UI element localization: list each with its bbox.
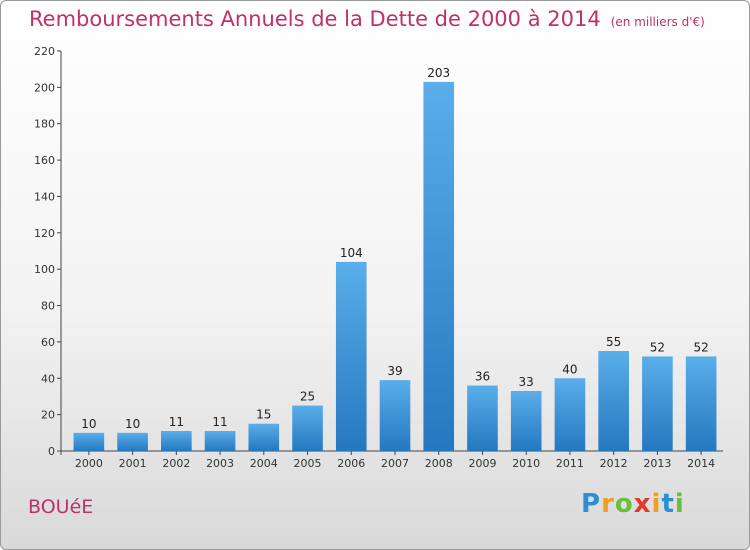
bar [335,261,367,451]
title-text: Remboursements Annuels de la Dette de 20… [29,7,601,31]
bar [423,81,455,451]
labels: 10 2000 10 2001 11 2002 11 2003 15 2004 25 2005 104 2… [75,66,715,470]
logo-letter: i [674,489,685,519]
bar-value-label: 11 [169,415,184,429]
chart-subtitle: (en milliers d'€) [610,15,705,29]
x-tick-label: 2002 [162,457,190,470]
bar-value-label: 40 [562,362,577,376]
x-tick-label: 2009 [468,457,496,470]
x-tick-label: 2003 [206,457,234,470]
bar-value-label: 10 [81,417,96,431]
y-tick-label: 60 [41,336,55,349]
city-name: BOUéE [28,496,94,518]
y-tick-label: 80 [41,300,55,313]
x-tick-label: 2005 [294,457,322,470]
bar-value-label: 25 [300,390,315,404]
bar-value-label: 55 [606,335,621,349]
bar [248,423,280,451]
x-tick-label: 2006 [337,457,365,470]
bar [598,351,629,451]
x-tick-label: 2007 [381,457,409,470]
x-tick-label: 2011 [556,457,584,470]
bar [161,431,192,451]
y-tick-label: 160 [34,154,55,167]
y-tick-label: 20 [41,409,55,422]
y-tick-label: 0 [48,445,55,458]
y-tick-label: 220 [34,45,55,58]
chart-title: Remboursements Annuels de la Dette de 20… [29,7,705,31]
logo-letter: x [633,489,652,519]
bar [642,356,673,451]
bar [685,356,717,451]
logo-letter: r [601,489,615,519]
bar-value-label: 104 [340,246,363,260]
bars [73,81,717,451]
y-tick-label: 120 [34,227,55,240]
x-tick-label: 2008 [425,457,453,470]
bar [204,431,236,451]
bar-value-label: 36 [475,370,490,384]
logo-letter: t [661,489,675,519]
y-tick-label: 200 [34,81,55,94]
x-tick-label: 2004 [250,457,278,470]
bar [467,385,498,451]
bar [292,405,323,451]
x-tick-label: 2012 [600,457,628,470]
bar [73,432,105,451]
y-tick-label: 100 [34,263,55,276]
x-tick-label: 2000 [75,457,103,470]
bar-value-label: 39 [387,364,402,378]
logo-letter: i [651,489,662,519]
y-tick-label: 40 [41,372,55,385]
x-tick-label: 2001 [119,457,147,470]
x-tick-label: 2013 [643,457,671,470]
x-tick-label: 2010 [512,457,540,470]
logo-letter: P [581,489,602,519]
logo-letter: o [614,489,634,519]
bar-value-label: 33 [519,375,534,389]
y-tick-label: 180 [34,118,55,131]
y-tick-label: 140 [34,190,55,203]
bar [117,432,148,451]
x-tick-label: 2014 [687,457,715,470]
bar-value-label: 11 [212,415,227,429]
bar-value-label: 15 [256,408,271,422]
bar-value-label: 10 [125,417,140,431]
bar [379,380,411,451]
proxiti-logo: Proxiti [581,489,685,519]
bar-value-label: 203 [427,66,450,80]
bar-value-label: 52 [650,340,665,354]
bar [554,378,586,451]
bar [510,391,542,451]
bar-value-label: 52 [693,340,708,354]
